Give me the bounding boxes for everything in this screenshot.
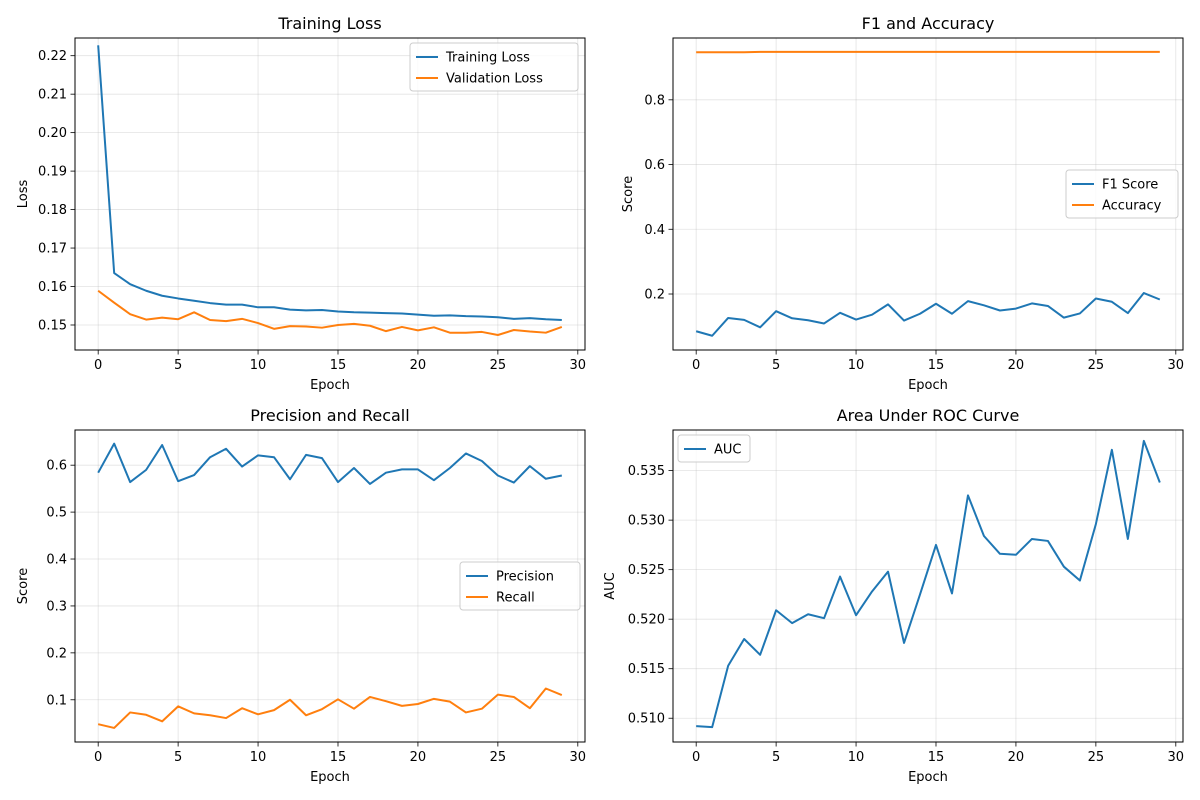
x-axis-title: Epoch <box>908 378 948 393</box>
x-tick-label: 15 <box>928 358 945 373</box>
legend-label: AUC <box>714 443 742 458</box>
legend: AUC <box>677 434 751 463</box>
y-tick-label: 0.525 <box>628 563 665 578</box>
x-tick-label: 5 <box>174 358 182 373</box>
legend-label: F1 Score <box>1102 178 1158 193</box>
y-tick-label: 0.1 <box>46 693 67 708</box>
x-tick-label: 5 <box>772 750 780 765</box>
x-tick-label: 30 <box>570 358 587 373</box>
legend: Training Loss Validation Loss <box>409 42 579 92</box>
y-tick-label: 0.17 <box>38 242 67 257</box>
y-tick-label: 0.3 <box>46 599 67 614</box>
x-tick-label: 25 <box>490 750 507 765</box>
x-axis-title: Epoch <box>310 378 350 393</box>
series-line-recall <box>97 687 563 729</box>
chart-title: Area Under ROC Curve <box>837 406 1020 425</box>
legend: Precision Recall <box>459 561 581 611</box>
x-tick-label: 0 <box>94 750 102 765</box>
y-tick-label: 0.4 <box>644 223 665 238</box>
x-tick-label: 15 <box>330 358 347 373</box>
y-tick-label: 0.21 <box>38 88 67 103</box>
x-tick-label: 0 <box>692 358 700 373</box>
x-tick-label: 0 <box>94 358 102 373</box>
y-tick-label: 0.515 <box>628 662 665 677</box>
chart-panel-3: 0 5 10 15 20 25 30 0.1 0.2 0.3 0.4 0.5 0.6 Precision … <box>16 406 586 785</box>
legend: F1 Score Accuracy <box>1065 169 1179 219</box>
series-line-f1-score <box>695 292 1161 337</box>
plot-frame <box>672 37 1184 351</box>
y-tick-label: 0.20 <box>38 126 67 141</box>
x-tick-label: 25 <box>490 358 507 373</box>
y-axis-title: AUC <box>603 572 618 600</box>
x-tick-label: 15 <box>928 750 945 765</box>
x-tick-label: 10 <box>848 750 865 765</box>
series-line-auc <box>696 439 1161 729</box>
x-tick-label: 0 <box>692 750 700 765</box>
y-tick-label: 0.5 <box>46 506 67 521</box>
x-tick-label: 5 <box>174 750 182 765</box>
y-tick-label: 0.530 <box>628 514 665 529</box>
y-tick-label: 0.19 <box>38 165 67 180</box>
y-tick-label: 0.16 <box>38 280 67 295</box>
legend-label: Precision <box>496 570 554 585</box>
x-tick-label: 5 <box>772 358 780 373</box>
y-axis-title: Score <box>621 176 636 212</box>
x-tick-label: 30 <box>1168 750 1185 765</box>
y-tick-label: 0.520 <box>628 613 665 628</box>
legend-label: Validation Loss <box>446 72 543 87</box>
x-tick-label: 30 <box>570 750 587 765</box>
x-tick-label: 15 <box>330 750 347 765</box>
x-tick-label: 20 <box>1008 750 1025 765</box>
legend-box <box>459 561 581 611</box>
plot-frame <box>672 429 1184 743</box>
series-line-training-loss <box>97 45 562 321</box>
chart-title: F1 and Accuracy <box>862 14 995 33</box>
y-axis-title: Score <box>16 568 31 604</box>
legend-label: Training Loss <box>445 51 530 66</box>
y-tick-label: 0.510 <box>628 712 665 727</box>
plot-frame <box>74 37 586 351</box>
y-tick-label: 0.535 <box>628 464 665 479</box>
legend-box <box>409 42 579 92</box>
x-axis-title: Epoch <box>908 770 948 785</box>
x-tick-label: 10 <box>848 358 865 373</box>
x-tick-label: 25 <box>1088 750 1105 765</box>
y-tick-label: 0.15 <box>38 318 67 333</box>
y-tick-label: 0.8 <box>644 93 665 108</box>
chart-title: Precision and Recall <box>250 406 409 425</box>
y-tick-label: 0.6 <box>46 459 67 474</box>
y-tick-label: 0.18 <box>38 203 67 218</box>
y-tick-label: 0.2 <box>46 646 67 661</box>
x-tick-label: 10 <box>250 750 267 765</box>
plot-frame <box>74 429 586 743</box>
legend-label: Recall <box>496 591 535 606</box>
chart-panel-1: 0 5 10 15 20 25 30 0.15 0.16 0.17 0.18 0.19 0.20 0.21… <box>16 14 586 393</box>
series-line-precision <box>97 442 563 485</box>
x-axis-title: Epoch <box>310 770 350 785</box>
legend-box <box>677 434 751 463</box>
x-tick-label: 20 <box>1008 358 1025 373</box>
series-line-validation-loss <box>97 289 563 336</box>
y-tick-label: 0.4 <box>46 553 67 568</box>
x-tick-label: 25 <box>1088 358 1105 373</box>
legend-label: Accuracy <box>1102 199 1162 214</box>
y-tick-label: 0.22 <box>38 49 67 64</box>
y-axis-title: Loss <box>16 180 31 209</box>
x-tick-label: 10 <box>250 358 267 373</box>
chart-title: Training Loss <box>277 14 381 33</box>
chart-panel-2: 0 5 10 15 20 25 30 0.2 0.4 0.6 0.8 F1 and Accuracy E… <box>621 14 1184 393</box>
chart-panel-4: 0 5 10 15 20 25 30 0.510 0.515 0.520 0.525 0.530 0.5… <box>603 406 1184 785</box>
y-tick-label: 0.2 <box>644 288 665 303</box>
y-tick-label: 0.6 <box>644 158 665 173</box>
x-tick-label: 20 <box>410 358 427 373</box>
x-tick-label: 20 <box>410 750 427 765</box>
x-tick-label: 30 <box>1168 358 1185 373</box>
